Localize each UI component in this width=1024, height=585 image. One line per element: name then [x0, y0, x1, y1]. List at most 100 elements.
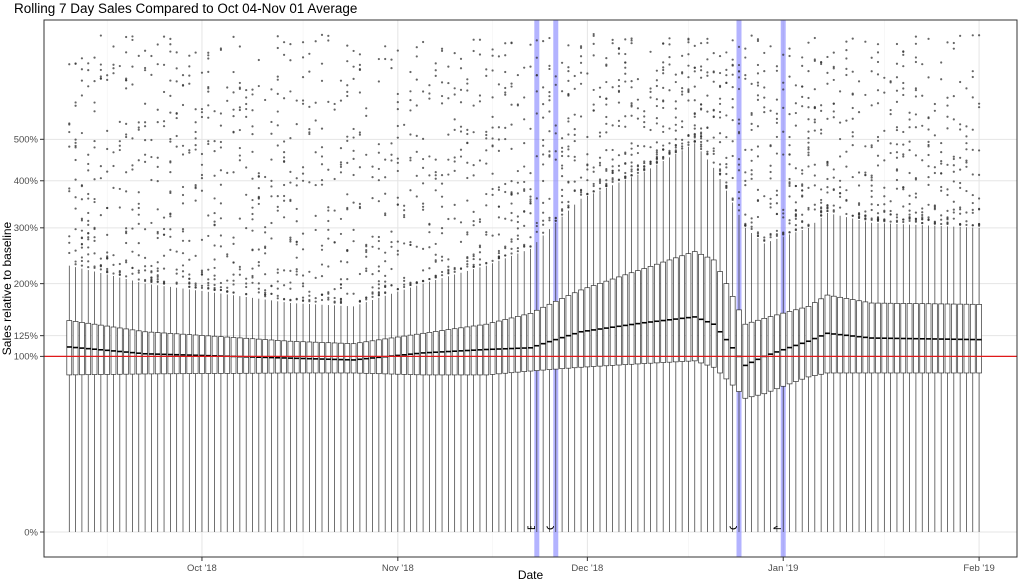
- outlier-point: [876, 102, 880, 105]
- outlier-point: [826, 186, 829, 189]
- outlier-point: [409, 189, 412, 192]
- outlier-point: [820, 104, 823, 107]
- event-label: New Years: [772, 477, 784, 530]
- outlier-point: [712, 51, 715, 55]
- outlier-point: [453, 270, 456, 273]
- outlier-point: [194, 51, 197, 54]
- outlier-point: [535, 74, 538, 77]
- outlier-point: [434, 242, 437, 246]
- outlier-point: [428, 223, 431, 226]
- outlier-point: [339, 171, 343, 174]
- outlier-point: [485, 137, 488, 140]
- outlier-point: [977, 207, 981, 210]
- outlier-point: [339, 297, 343, 301]
- outlier-point: [194, 144, 197, 147]
- box-body: [224, 336, 231, 374]
- outlier-point: [156, 278, 159, 281]
- outlier-point: [567, 204, 570, 207]
- outlier-point: [295, 256, 298, 259]
- box: [319, 304, 325, 532]
- box: [793, 232, 799, 532]
- outlier-point: [813, 118, 816, 121]
- outlier-point: [459, 148, 463, 151]
- box-body: [413, 333, 420, 376]
- outlier-point: [681, 54, 684, 57]
- outlier-point: [965, 159, 968, 162]
- outlier-point: [807, 118, 810, 121]
- outlier-point: [902, 65, 905, 68]
- outlier-point: [548, 67, 551, 71]
- outlier-point: [194, 199, 197, 202]
- outlier-point: [440, 232, 444, 235]
- outlier-point: [813, 208, 816, 211]
- outlier-point: [169, 228, 172, 231]
- outlier-point: [245, 193, 248, 196]
- outlier-point: [504, 126, 507, 129]
- outlier-point: [200, 273, 204, 276]
- outlier-point: [125, 259, 128, 262]
- box: [161, 286, 167, 532]
- outlier-point: [876, 212, 880, 215]
- outlier-point: [434, 189, 437, 192]
- outlier-point: [497, 138, 501, 141]
- box-body: [293, 341, 300, 374]
- outlier-point: [687, 38, 690, 41]
- y-tick-label: 400%: [14, 176, 39, 187]
- outlier-point: [459, 240, 463, 243]
- outlier-point: [226, 253, 229, 256]
- box: [142, 283, 148, 532]
- box: [887, 223, 894, 532]
- outlier-point: [687, 133, 690, 137]
- outlier-point: [358, 272, 362, 276]
- outlier-point: [668, 55, 671, 59]
- outlier-point: [276, 144, 279, 147]
- outlier-point: [333, 296, 336, 300]
- outlier-point: [181, 252, 185, 255]
- outlier-point: [68, 187, 71, 190]
- outlier-point: [428, 155, 431, 158]
- outlier-point: [731, 198, 734, 201]
- box-body: [559, 298, 565, 370]
- outlier-point: [529, 202, 532, 205]
- outlier-point: [630, 39, 633, 42]
- box-body: [508, 317, 515, 374]
- box: [243, 296, 249, 532]
- outlier-point: [403, 209, 406, 212]
- outlier-point: [914, 217, 918, 221]
- outlier-point: [131, 65, 134, 68]
- outlier-point: [523, 165, 526, 168]
- outlier-point: [611, 177, 614, 180]
- outlier-point: [289, 181, 292, 184]
- outlier-point: [320, 263, 324, 266]
- outlier-point: [750, 128, 753, 132]
- outlier-point: [396, 287, 399, 291]
- outlier-point: [169, 50, 172, 53]
- outlier-point: [74, 104, 77, 107]
- outlier-point: [245, 88, 248, 92]
- outlier-point: [200, 111, 204, 114]
- outlier-point: [535, 112, 538, 115]
- outlier-point: [207, 57, 210, 60]
- outlier-point: [706, 74, 709, 77]
- outlier-point: [320, 179, 324, 182]
- outlier-point: [883, 159, 886, 162]
- outlier-point: [390, 245, 393, 248]
- box-body: [603, 280, 610, 367]
- outlier-point: [895, 76, 899, 79]
- outlier-point: [358, 299, 362, 302]
- outlier-point: [794, 111, 797, 115]
- outlier-point: [560, 146, 564, 149]
- outlier-point: [440, 182, 444, 185]
- box-body: [420, 332, 426, 376]
- outlier-point: [523, 96, 526, 99]
- box: [951, 226, 957, 532]
- outlier-point: [529, 198, 532, 201]
- outlier-point: [80, 256, 84, 259]
- outlier-point: [169, 213, 172, 216]
- outlier-point: [782, 106, 785, 109]
- box-body: [976, 304, 982, 374]
- outlier-point: [674, 129, 677, 132]
- outlier-point: [535, 39, 538, 42]
- outlier-point: [384, 212, 387, 215]
- box: [818, 217, 824, 532]
